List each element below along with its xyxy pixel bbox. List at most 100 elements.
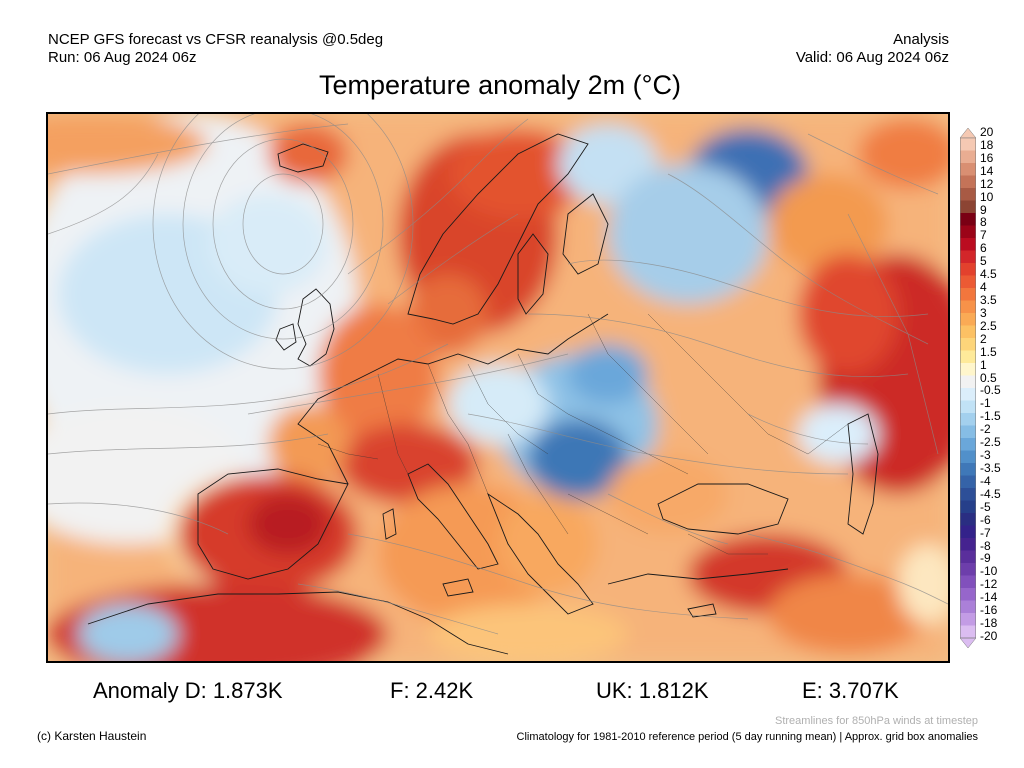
- colorbar-swatch: [960, 363, 976, 376]
- colorbar-swatch: [960, 450, 976, 464]
- colorbar-swatch: [960, 425, 976, 439]
- colorbar-label: 6: [980, 241, 987, 256]
- colorbar-label: -4: [980, 473, 991, 488]
- colorbar-swatch: [960, 575, 976, 589]
- streamline-note: Streamlines for 850hPa winds at timestep: [775, 715, 978, 727]
- colorbar-label: -2.5: [980, 435, 1001, 450]
- colorbar-swatch: [960, 550, 976, 564]
- colorbar-label: 3: [980, 305, 987, 320]
- stat-germany: Anomaly D: 1.873K: [93, 678, 283, 703]
- colorbar-label: -18: [980, 616, 998, 631]
- colorbar-bottom-tip: [960, 637, 976, 648]
- run-time: Run: 06 Aug 2024 06z: [48, 49, 197, 66]
- colorbar-swatch: [960, 388, 976, 401]
- colorbar-swatch: [960, 150, 976, 164]
- colorbar-label: -12: [980, 577, 998, 592]
- colorbar-label: -4.5: [980, 486, 1001, 501]
- stat-europe: E: 3.707K: [802, 678, 899, 703]
- colorbar-label: 20: [980, 125, 994, 139]
- colorbar-swatch: [960, 250, 976, 264]
- credit: (c) Karsten Haustein: [37, 729, 147, 743]
- colorbar-label: 1.5: [980, 344, 997, 359]
- model-description: NCEP GFS forecast vs CFSR reanalysis @0.…: [48, 31, 384, 48]
- colorbar-label: -2: [980, 422, 991, 437]
- colorbar-swatch: [960, 400, 976, 414]
- colorbar-swatch: [960, 513, 976, 526]
- colorbar-swatch: [960, 588, 976, 601]
- colorbar-swatch: [960, 188, 976, 201]
- temperature-anomaly-map: [46, 112, 950, 663]
- colorbar-label: -1.5: [980, 409, 1001, 424]
- colorbar-swatch: [960, 350, 976, 364]
- colorbar-label: 4.5: [980, 267, 997, 282]
- colorbar-label: -14: [980, 590, 998, 605]
- colorbar-swatch: [960, 325, 976, 339]
- colorbar: [960, 128, 976, 648]
- colorbar-label: 4: [980, 280, 987, 295]
- colorbar-swatch: [960, 238, 976, 251]
- colorbar-label: -3: [980, 448, 991, 463]
- colorbar-label: -20: [980, 629, 998, 643]
- colorbar-label: 16: [980, 150, 994, 165]
- colorbar-swatch: [960, 163, 976, 176]
- colorbar-top-tip: [960, 128, 976, 139]
- colorbar-label: -16: [980, 603, 998, 618]
- colorbar-swatch: [960, 275, 976, 289]
- colorbar-label: 1: [980, 357, 987, 372]
- analysis-label: Analysis: [893, 31, 949, 48]
- colorbar-label: -8: [980, 538, 991, 553]
- colorbar-label: 18: [980, 137, 994, 152]
- colorbar-swatch: [960, 488, 976, 501]
- map-title: Temperature anomaly 2m (°C): [319, 70, 681, 100]
- colorbar-swatch: [960, 463, 976, 476]
- colorbar-swatch: [960, 475, 976, 489]
- colorbar-swatch: [960, 563, 976, 576]
- colorbar-swatch: [960, 288, 976, 301]
- colorbar-label: -6: [980, 512, 991, 527]
- colorbar-label: 0.5: [980, 370, 997, 385]
- valid-time: Valid: 06 Aug 2024 06z: [795, 49, 949, 66]
- colorbar-label: 14: [980, 163, 994, 178]
- colorbar-swatch: [960, 613, 976, 626]
- colorbar-swatch: [960, 625, 976, 639]
- colorbar-label: 3.5: [980, 293, 997, 307]
- wind-streamlines: [48, 114, 948, 635]
- colorbar-swatch: [960, 225, 976, 239]
- colorbar-label: 2: [980, 331, 987, 346]
- colorbar-swatch: [960, 538, 976, 551]
- colorbar-swatch: [960, 375, 976, 389]
- colorbar-swatch: [960, 500, 976, 514]
- colorbar-swatch: [960, 313, 976, 326]
- colorbar-swatch: [960, 300, 976, 314]
- colorbar-label: 9: [980, 202, 987, 217]
- climatology-note: Climatology for 1981-2010 reference peri…: [516, 731, 978, 743]
- colorbar-label: 12: [980, 176, 994, 191]
- colorbar-label: 5: [980, 254, 987, 269]
- colorbar-label: -0.5: [980, 383, 1001, 398]
- colorbar-label: -10: [980, 564, 998, 579]
- colorbar-label: 10: [980, 189, 994, 204]
- colorbar-swatch: [960, 438, 976, 451]
- colorbar-frame: [960, 137, 976, 639]
- anomaly-field: [48, 114, 948, 661]
- header-left: NCEP GFS forecast vs CFSR reanalysis @0.…: [48, 31, 383, 67]
- colorbar-swatch: [960, 525, 976, 539]
- colorbar-label: -3.5: [980, 461, 1001, 475]
- coastlines: [87, 133, 879, 655]
- colorbar-label: 8: [980, 215, 987, 230]
- stat-france: F: 2.42K: [390, 678, 474, 703]
- colorbar-swatch: [960, 138, 976, 151]
- anomaly-stats: Anomaly D: 1.873K F: 2.42K UK: 1.812K E:…: [0, 678, 1024, 708]
- colorbar-label: -7: [980, 525, 991, 540]
- anomaly-shading: [48, 114, 948, 661]
- colorbar-label: -5: [980, 499, 991, 514]
- colorbar-label: 7: [980, 228, 987, 243]
- colorbar-swatch: [960, 200, 976, 214]
- header-right: Analysis Valid: 06 Aug 2024 06z: [796, 31, 949, 67]
- colorbar-swatch: [960, 263, 976, 276]
- colorbar-swatch: [960, 413, 976, 426]
- stat-uk: UK: 1.812K: [596, 678, 709, 703]
- colorbar-label: -1: [980, 396, 991, 411]
- colorbar-swatch: [960, 175, 976, 189]
- colorbar-swatch: [960, 600, 976, 614]
